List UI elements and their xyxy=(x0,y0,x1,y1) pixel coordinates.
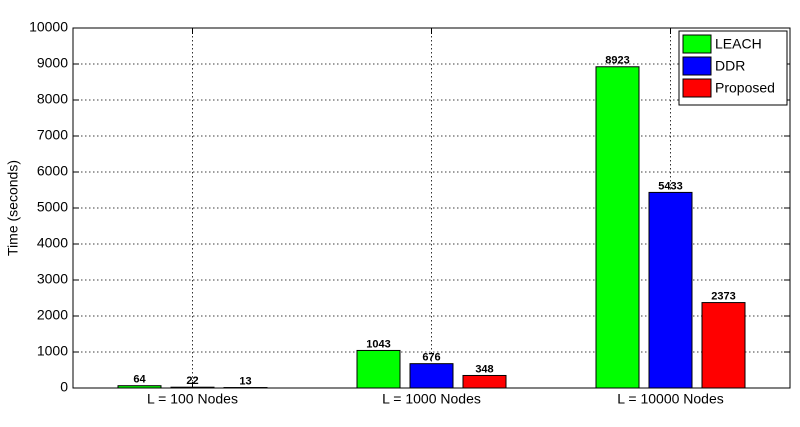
y-axis-label: Time (seconds) xyxy=(5,160,21,256)
value-label: 5433 xyxy=(658,180,682,192)
bar xyxy=(357,350,400,388)
y-tick-label: 10000 xyxy=(29,19,68,35)
y-tick-label: 4000 xyxy=(37,235,68,251)
value-label: 8923 xyxy=(605,55,629,67)
legend-label: LEACH xyxy=(715,36,762,52)
x-tick-label: L = 10000 Nodes xyxy=(617,391,724,407)
y-tick-label: 3000 xyxy=(37,271,68,287)
y-tick-label: 5000 xyxy=(37,199,68,215)
y-tick-label: 0 xyxy=(60,379,68,395)
legend-swatch xyxy=(683,79,711,97)
value-label: 348 xyxy=(475,363,493,375)
bar xyxy=(702,303,745,388)
legend: LEACH DDR Proposed xyxy=(679,31,787,105)
y-tick-label: 2000 xyxy=(37,307,68,323)
legend-label: Proposed xyxy=(715,80,775,96)
value-label: 22 xyxy=(186,375,198,387)
value-label: 1043 xyxy=(366,338,390,350)
value-label: 676 xyxy=(422,352,440,364)
legend-swatch xyxy=(683,57,711,75)
y-tick-label: 6000 xyxy=(37,163,68,179)
bar xyxy=(410,364,453,388)
legend-swatch xyxy=(683,35,711,53)
x-tick-label: L = 100 Nodes xyxy=(147,391,238,407)
x-tick-label: L = 1000 Nodes xyxy=(382,391,481,407)
legend-label: DDR xyxy=(715,58,745,74)
bar xyxy=(463,375,506,388)
value-label: 64 xyxy=(133,374,146,386)
bar xyxy=(649,192,692,388)
value-label: 2373 xyxy=(711,290,735,302)
y-tick-label: 8000 xyxy=(37,91,68,107)
bar xyxy=(596,67,639,388)
value-label: 13 xyxy=(239,375,251,387)
y-tick-label: 1000 xyxy=(37,343,68,359)
y-tick-label: 7000 xyxy=(37,127,68,143)
y-tick-label: 9000 xyxy=(37,55,68,71)
